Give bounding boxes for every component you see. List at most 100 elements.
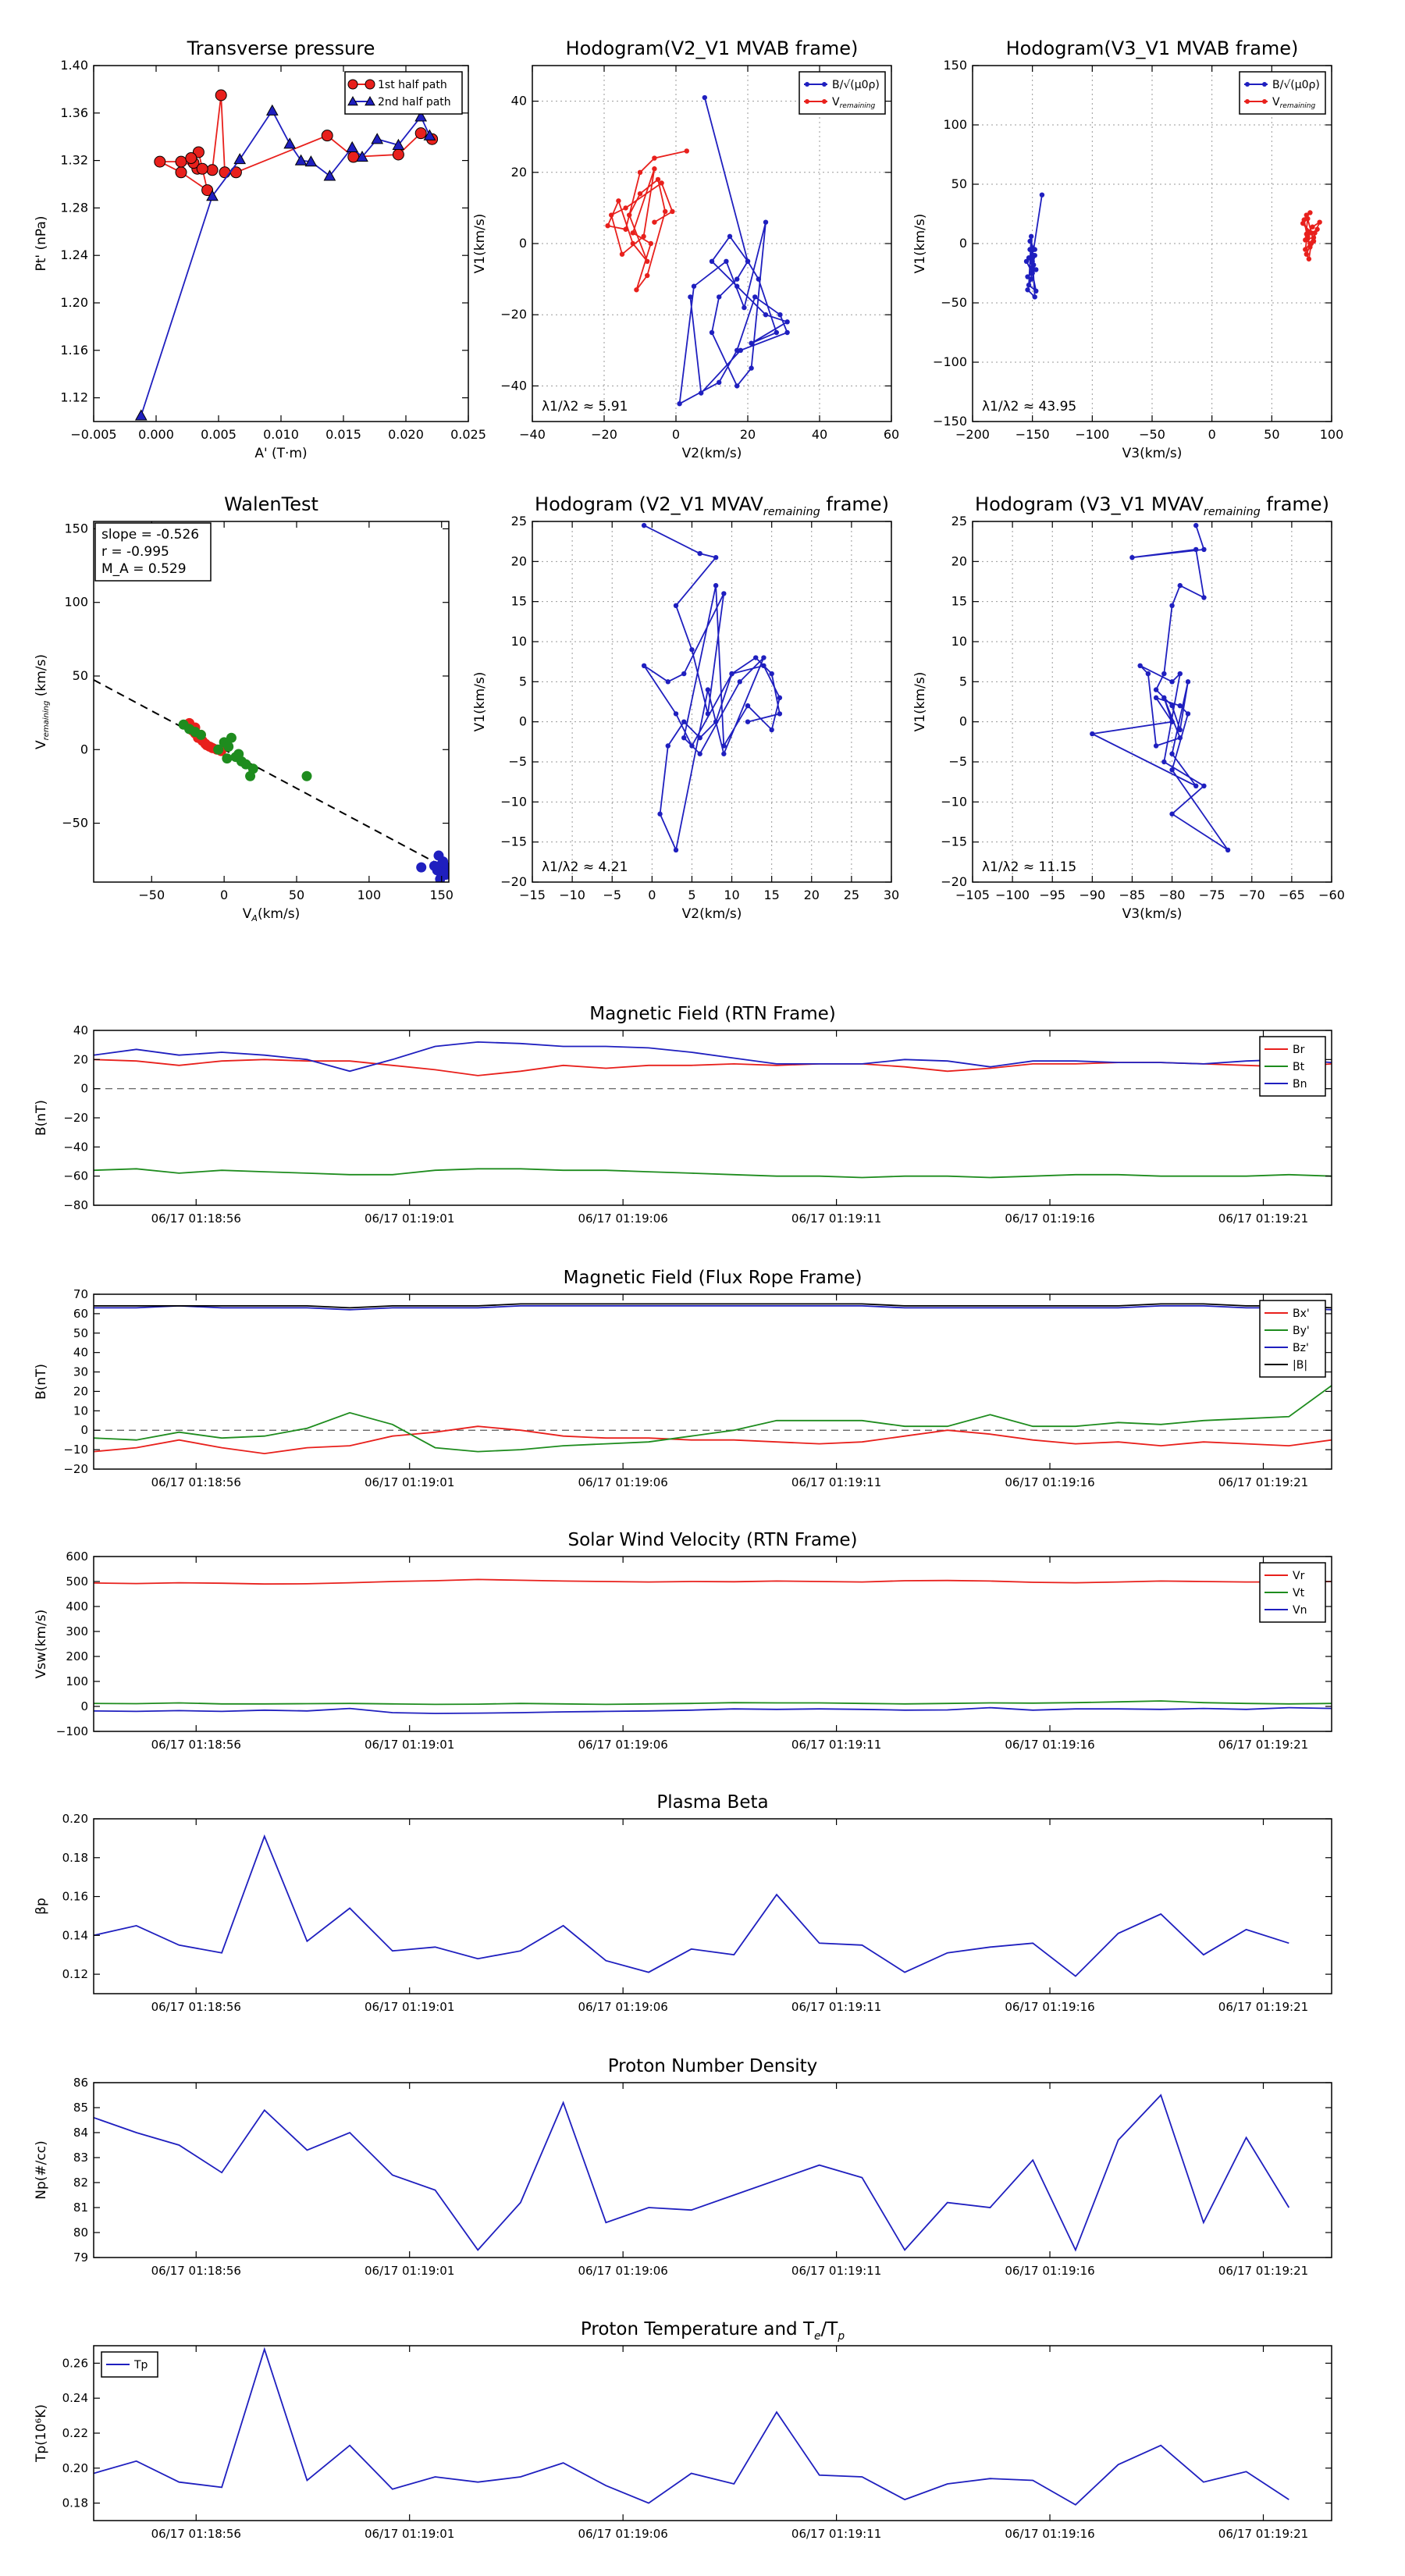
data-point bbox=[641, 663, 647, 668]
data-point bbox=[1225, 847, 1231, 853]
y-tick-label: 20 bbox=[951, 553, 967, 568]
data-point bbox=[1311, 238, 1317, 244]
chart-hodogram-v2v1-mvab: Hodogram(V2_V1 MVAB frame) −40 −20 0 20 40 −40… bbox=[472, 37, 899, 461]
data-point bbox=[616, 198, 621, 204]
data-point bbox=[185, 152, 197, 165]
data-point bbox=[735, 347, 740, 353]
data-point bbox=[763, 219, 769, 225]
data-point bbox=[213, 744, 224, 755]
x-tick-label: −0.005 bbox=[70, 427, 116, 442]
x-tick-label: 20 bbox=[740, 427, 756, 442]
series-By' bbox=[94, 1385, 1332, 1453]
data-point bbox=[200, 738, 211, 749]
x-tick-label: −70 bbox=[1239, 888, 1265, 902]
data-point bbox=[346, 141, 359, 152]
series-line bbox=[1090, 525, 1229, 851]
y-tick-label: 0 bbox=[80, 742, 88, 756]
legend-label: B/√(μ0ρ) bbox=[832, 79, 880, 91]
data-point bbox=[201, 184, 214, 197]
x-tick-label: 40 bbox=[812, 427, 827, 442]
data-point bbox=[323, 169, 336, 181]
data-point bbox=[134, 409, 148, 421]
data-point bbox=[652, 219, 657, 225]
y-tick-label: 20 bbox=[73, 1384, 88, 1398]
data-point bbox=[219, 166, 231, 179]
data-point bbox=[1311, 235, 1317, 240]
data-point bbox=[623, 205, 628, 211]
y-axis-label: B(nT) bbox=[34, 1364, 49, 1400]
data-point bbox=[1161, 671, 1167, 677]
data-point bbox=[321, 130, 333, 142]
data-point bbox=[738, 347, 743, 353]
data-point bbox=[222, 753, 233, 764]
data-point bbox=[735, 283, 740, 289]
data-point bbox=[1303, 247, 1308, 252]
legend-marker bbox=[365, 79, 375, 90]
data-point bbox=[721, 591, 727, 596]
series-line bbox=[94, 1425, 1332, 1455]
data-point bbox=[673, 847, 679, 853]
data-point bbox=[294, 154, 308, 165]
chart-hodogram-v3v1-mvab: Hodogram(V3_V1 MVAB frame) −150 −100 −50 0 50… bbox=[912, 37, 1343, 461]
axes-frame bbox=[93, 521, 450, 883]
series-line bbox=[94, 1700, 1332, 1706]
y-tick-label: −20 bbox=[941, 874, 967, 889]
x-tick-label: 50 bbox=[1264, 427, 1279, 442]
legend-label: Bx' bbox=[1293, 1308, 1310, 1320]
chart-proton-density: Proton Number Density 79 80 81 82 83 84 85 86 06/… bbox=[34, 2056, 1332, 2278]
data-point bbox=[1307, 244, 1313, 250]
y-tick-label: −15 bbox=[941, 834, 967, 849]
stats-line: slope = -0.526 bbox=[101, 527, 199, 543]
series-green bbox=[178, 719, 312, 781]
x-tick-label: −90 bbox=[1079, 888, 1105, 902]
y-tick-label: 0 bbox=[959, 714, 967, 729]
y-tick-label: −50 bbox=[941, 295, 967, 310]
legend: Bx' By' Bz' |B| bbox=[1259, 1300, 1326, 1378]
data-point bbox=[697, 550, 702, 557]
y-tick-label: −40 bbox=[63, 1140, 88, 1154]
y-tick-label: 1.28 bbox=[60, 200, 88, 215]
y-tick-label: −150 bbox=[933, 414, 967, 429]
y-tick-label: 40 bbox=[73, 1346, 88, 1360]
data-point bbox=[1201, 783, 1207, 788]
x-tick-label: 06/17 01:19:11 bbox=[791, 2527, 881, 2541]
y-tick-label: 20 bbox=[511, 165, 527, 180]
x-tick-label: 25 bbox=[844, 888, 859, 902]
y-tick-label: 0.16 bbox=[62, 1890, 88, 1904]
data-point bbox=[713, 555, 719, 560]
y-tick-label: 81 bbox=[73, 2201, 88, 2215]
legend-label: Vremaining bbox=[832, 96, 876, 110]
data-point bbox=[1169, 703, 1175, 709]
y-tick-label: −100 bbox=[56, 1724, 88, 1738]
x-tick-label: 150 bbox=[429, 888, 454, 902]
data-point bbox=[673, 603, 679, 608]
data-point bbox=[1027, 247, 1033, 252]
y-tick-label: 85 bbox=[73, 2101, 88, 2115]
data-point bbox=[1030, 270, 1035, 276]
y-axis-label: V1(km/s) bbox=[472, 214, 488, 274]
series-line bbox=[94, 1168, 1332, 1179]
data-point bbox=[1201, 595, 1207, 600]
legend: Vr Vt Vn bbox=[1259, 1562, 1326, 1623]
data-point bbox=[769, 671, 774, 677]
data-point bbox=[1153, 695, 1159, 701]
x-tick-label: 0 bbox=[220, 888, 228, 902]
x-tick-label: 06/17 01:19:16 bbox=[1005, 1475, 1094, 1489]
x-tick-label: 06/17 01:18:56 bbox=[151, 1212, 241, 1226]
y-axis-label: Tp(10⁶K) bbox=[34, 2404, 49, 2463]
axes-frame bbox=[972, 521, 1332, 883]
legend-marker bbox=[822, 82, 827, 87]
data-point bbox=[1185, 711, 1191, 717]
x-tick-label: 0.020 bbox=[388, 427, 424, 442]
data-point bbox=[1030, 255, 1035, 261]
data-point bbox=[677, 401, 682, 407]
data-point bbox=[206, 164, 219, 176]
chart-hodogram-v2v1-mvav: Hodogram (V2_V1 MVAVremaining frame)−20−… bbox=[472, 493, 899, 922]
y-tick-label: −10 bbox=[63, 1443, 88, 1457]
x-tick-label: 06/17 01:18:56 bbox=[151, 1475, 241, 1489]
y-tick-label: 1.12 bbox=[60, 390, 88, 405]
y-tick-label: 84 bbox=[73, 2126, 88, 2140]
data-point bbox=[175, 155, 187, 168]
x-tick-label: −60 bbox=[1318, 888, 1345, 902]
chart-magnetic-field-rtn: Magnetic Field (RTN Frame) −80 −60 −40 −20 0 2… bbox=[34, 1004, 1332, 1226]
